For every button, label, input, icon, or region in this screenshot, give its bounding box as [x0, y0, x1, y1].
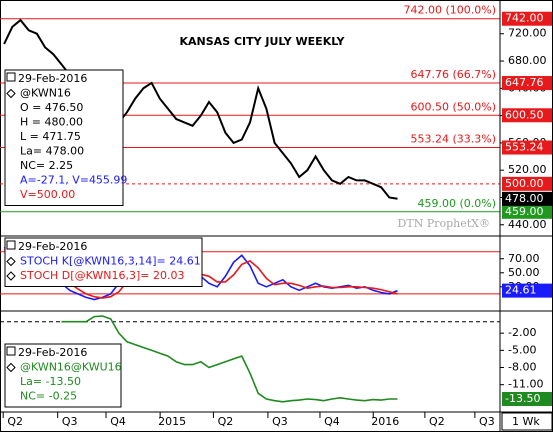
series-line	[61, 315, 398, 403]
y-tick-label: 440.00	[508, 218, 547, 231]
x-tick-label: Q3	[272, 415, 288, 428]
axis-value-box	[502, 108, 552, 123]
level-label: 553.24 (33.3%)	[410, 133, 496, 146]
info-text: V=500.00	[20, 188, 75, 201]
axis-value-box	[502, 76, 552, 91]
y-tick-label: 50.00	[508, 266, 540, 279]
x-tick-label: Q3	[62, 415, 78, 428]
info-text: L = 471.75	[20, 130, 81, 143]
axis-value-box	[502, 283, 552, 298]
axis-value-box	[502, 140, 552, 155]
y-tick-label: 70.00	[508, 252, 540, 265]
axis-value-box	[502, 391, 552, 406]
axis-value-label: -13.50	[505, 392, 540, 405]
y-tick-label: 680.00	[508, 54, 547, 67]
axis-value-box	[502, 176, 552, 191]
axis-value-label: 600.50	[505, 108, 544, 121]
axis-value-label: 478.00	[505, 192, 544, 205]
legend-diamond	[6, 88, 16, 99]
axis-value-label: 553.24	[505, 141, 544, 154]
axis-value-label: 459.00	[505, 205, 544, 218]
info-text: NC= -0.25	[20, 390, 77, 403]
x-tick-label: Q4	[110, 415, 126, 428]
watermark: DTN ProphetX®	[398, 217, 490, 230]
level-label: 647.76 (66.7%)	[410, 68, 496, 81]
info-box	[4, 237, 203, 287]
legend-diamond	[6, 256, 16, 267]
info-text: H = 480.00	[20, 116, 83, 129]
y-tick-label: 720.00	[508, 27, 547, 40]
x-tick-label: 2016	[371, 415, 399, 428]
axis-value-label: 647.76	[505, 76, 544, 89]
x-unit: 1 Wk	[512, 415, 540, 428]
axis-value-label: 500.00	[505, 177, 544, 190]
axis-value-label: 24.61	[505, 284, 537, 297]
y-tick-label: -11.00	[508, 378, 543, 391]
info-text: STOCH K[@KWN16,3,14]= 24.61	[20, 255, 201, 268]
legend-diamond	[6, 271, 16, 281]
info-icon	[6, 240, 16, 250]
info-icon	[6, 346, 16, 356]
x-tick-label: Q2	[7, 415, 23, 428]
info-text: NC= 2.25	[20, 159, 73, 172]
info-text: O = 476.50	[20, 101, 83, 114]
y-tick-label: -2.00	[508, 326, 536, 339]
y-tick-label: 520.00	[508, 163, 547, 176]
info-box	[4, 69, 124, 206]
x-tick-label: Q2	[429, 415, 445, 428]
x-tick-label: Q4	[324, 415, 340, 428]
x-tick-label: 2015	[158, 415, 186, 428]
x-tick-label: Q3	[479, 415, 495, 428]
x-tick-label: Q2	[218, 415, 234, 428]
legend-diamond	[6, 362, 16, 373]
axis-value-box	[502, 204, 552, 219]
info-text: @KWN16	[20, 87, 71, 100]
y-tick-label: -5.00	[508, 343, 536, 356]
axis-value-box	[502, 11, 552, 26]
info-text: 29-Feb-2016	[18, 72, 87, 85]
info-text: STOCH D[@KWN16,3]= 20.03	[20, 269, 184, 282]
info-text: A=-27.1, V=455.99	[20, 174, 127, 187]
unit-box	[501, 412, 553, 431]
info-text: @KWN16@KWU16	[20, 361, 122, 374]
chart-title: KANSAS CITY JULY WEEKLY	[180, 35, 346, 48]
y-tick-label: -8.00	[508, 361, 536, 374]
info-text: La= 478.00	[20, 145, 84, 158]
info-text: 29-Feb-2016	[18, 346, 87, 359]
level-label: 742.00 (100.0%)	[403, 4, 496, 17]
axis-value-box	[502, 191, 552, 206]
level-label: 459.00 (0.0%)	[417, 197, 496, 210]
info-icon	[6, 72, 16, 82]
axis-value-label: 742.00	[505, 12, 544, 25]
info-box	[4, 343, 122, 408]
level-label: 600.50 (50.0%)	[410, 100, 496, 113]
info-text: 29-Feb-2016	[18, 240, 87, 253]
info-text: La= -13.50	[20, 375, 81, 388]
